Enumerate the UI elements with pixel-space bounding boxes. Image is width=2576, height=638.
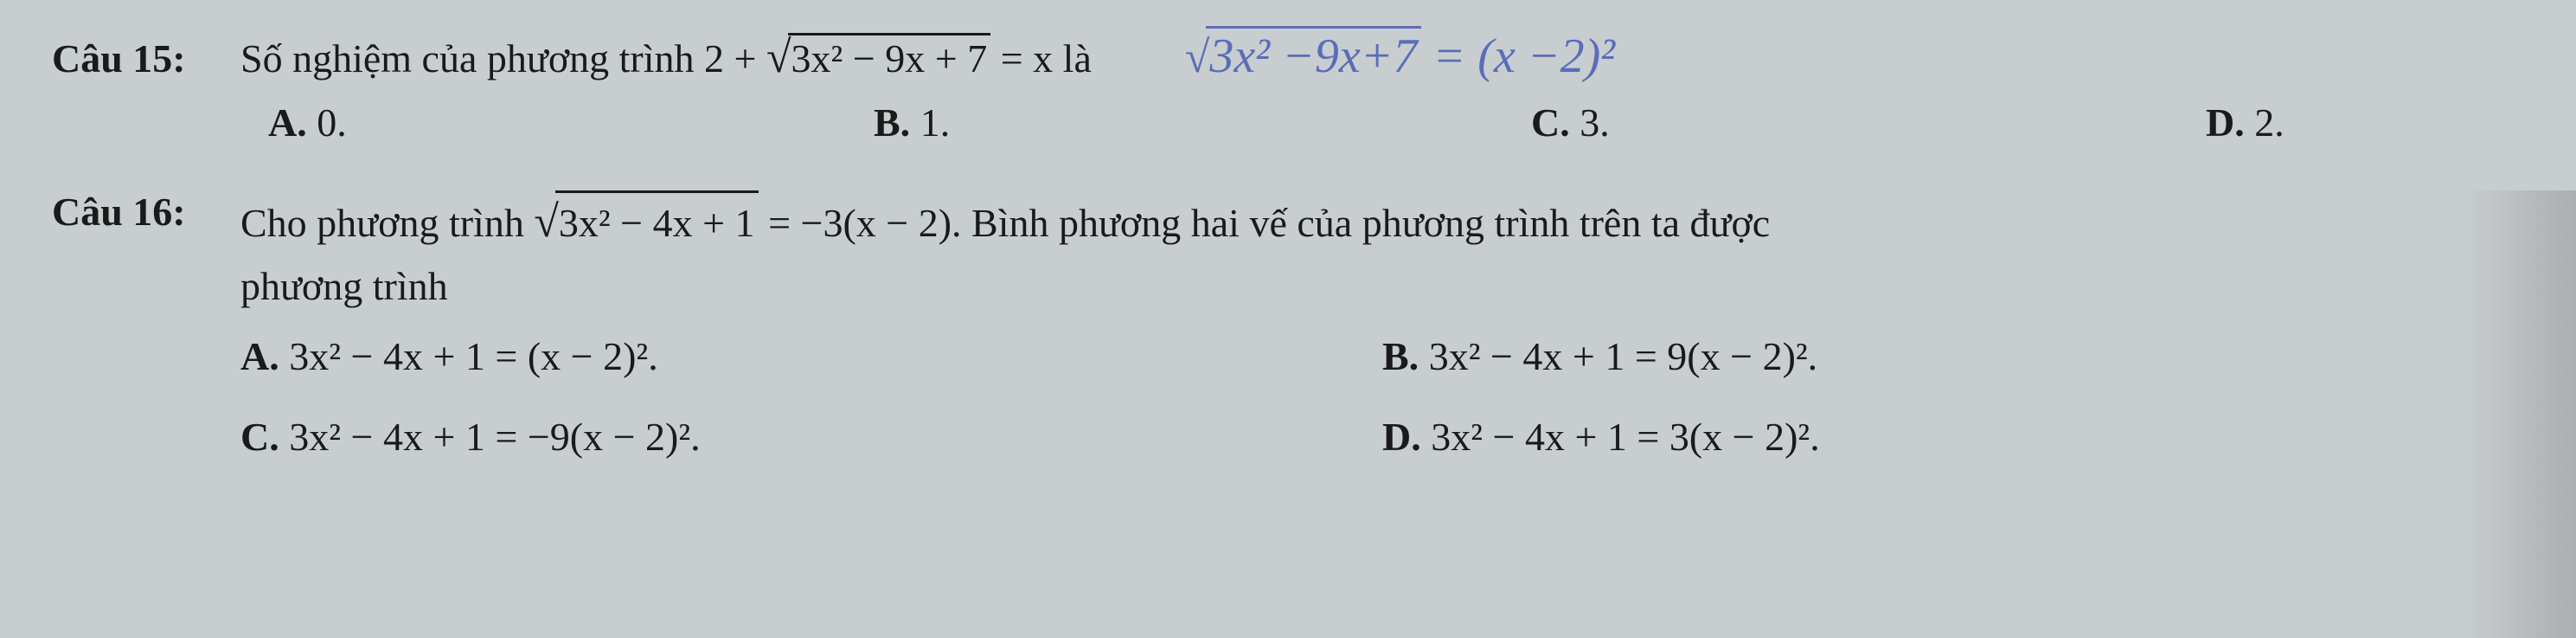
q16-option-d: D. 3x² − 4x + 1 = 3(x − 2)². [1382,414,2524,460]
q15-sqrt-body: 3x² − 9x + 7 [788,33,991,81]
q16-stem-row: Cho phương trình √3x² − 4x + 1 = −3(x − … [240,189,2524,256]
q15-options: A. 0. B. 1. C. 3. D. 2. [268,100,2524,145]
opt-text-d: 3x² − 4x + 1 = 3(x − 2)². [1431,415,1820,459]
q15-math-prefix: 2 + [704,36,766,81]
opt-text-c: 3. [1580,100,1610,145]
q16-option-c: C. 3x² − 4x + 1 = −9(x − 2)². [240,414,1382,460]
opt-text-a: 3x² − 4x + 1 = (x − 2)². [289,334,658,378]
q15-stem-row: Câu 15: Số nghiệm của phương trình 2 + √… [52,26,2524,84]
q16-option-a: A. 3x² − 4x + 1 = (x − 2)². [240,333,1382,379]
hw-sqrt-body: 3x² −9x+7 [1206,26,1420,84]
q15-option-c: C. 3. [1531,100,2206,145]
opt-label-d: D. [1382,415,1421,459]
q16-stem-tail: Bình phương hai vế của phương trình trên… [971,201,1770,245]
opt-label-b: B. [874,100,910,145]
q15-stem-lead: Số nghiệm của phương trình [240,36,704,81]
opt-text-d: 2. [2254,100,2284,145]
q16-stem-line2: phương trình [240,256,2524,316]
opt-label-b: B. [1382,334,1419,378]
q15-option-b: B. 1. [874,100,1531,145]
q15-stem: Số nghiệm của phương trình 2 + √3x² − 9x… [240,32,1092,83]
q16-option-b: B. 3x² − 4x + 1 = 9(x − 2)². [1382,333,2524,379]
sqrt-expr: √3x² − 9x + 7 [766,32,990,83]
opt-label-d: D. [2206,100,2245,145]
question-16: Câu 16: Cho phương trình √3x² − 4x + 1 =… [52,189,2524,460]
opt-text-b: 1. [920,100,951,145]
q16-math-suffix: = −3(x − 2). [759,201,971,245]
opt-label-c: C. [240,415,279,459]
opt-label-a: A. [240,334,279,378]
opt-text-b: 3x² − 4x + 1 = 9(x − 2)². [1429,334,1818,378]
hw-tail: = (x −2)² [1421,29,1616,83]
q15-stem-tail: là [1063,36,1092,81]
opt-label-c: C. [1531,100,1570,145]
q15-option-d: D. 2. [2206,100,2284,145]
q15-handwriting: √3x² −9x+7 = (x −2)² [1185,26,1615,84]
question-15: Câu 15: Số nghiệm của phương trình 2 + √… [52,26,2524,145]
opt-label-a: A. [268,100,307,145]
q16-sqrt-body: 3x² − 4x + 1 [555,190,759,253]
q16-stem-lead: Cho phương trình [240,201,534,245]
opt-text-c: 3x² − 4x + 1 = −9(x − 2)². [289,415,700,459]
q16-stem: Cho phương trình √3x² − 4x + 1 = −3(x − … [240,189,1770,256]
q15-label: Câu 15: [52,35,216,81]
hw-sqrt: √3x² −9x+7 [1185,26,1421,84]
q15-option-a: A. 0. [268,100,874,145]
exam-page: Câu 15: Số nghiệm của phương trình 2 + √… [0,0,2576,638]
q16-options: A. 3x² − 4x + 1 = (x − 2)². B. 3x² − 4x … [240,333,2524,460]
sqrt-expr-16: √3x² − 4x + 1 [534,189,758,256]
q16-label: Câu 16: [52,189,216,235]
q15-math-suffix: = x [990,36,1062,81]
opt-text-a: 0. [317,100,347,145]
